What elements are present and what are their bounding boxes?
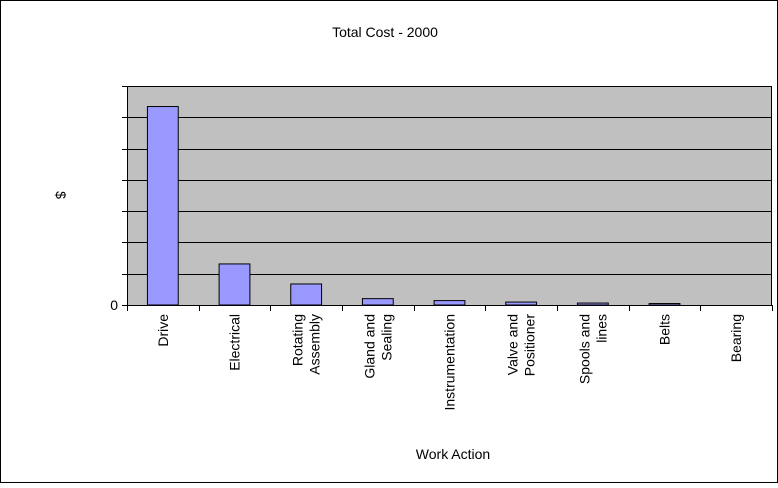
x-tick-label-line: Instrumentation — [442, 314, 458, 411]
x-tick-label-line: Positioner — [522, 314, 538, 377]
x-tick-label-line: Valve and — [505, 314, 521, 375]
x-tick-label: RotatingAssembly — [290, 314, 323, 375]
chart-title: Total Cost - 2000 — [332, 24, 438, 40]
x-tick-label-line: lines — [593, 314, 609, 343]
x-tick-label-line: Gland and — [361, 314, 377, 379]
x-tick-label: Spools andlines — [576, 314, 609, 384]
x-tick-label-line: Sealing — [378, 314, 394, 361]
y-tick-label: 0 — [110, 297, 118, 313]
bar — [290, 283, 323, 306]
x-tick-label: Drive — [155, 314, 171, 347]
bar — [576, 302, 609, 306]
x-tick-label-line: Assembly — [307, 314, 323, 375]
bar — [361, 298, 394, 306]
x-tick-label-line: Spools and — [576, 314, 592, 384]
x-tick-label-line: Electrical — [227, 314, 243, 371]
x-tick-label-line: Bearing — [728, 314, 744, 362]
x-tick-label: Belts — [657, 314, 673, 345]
plot-frame — [127, 86, 772, 306]
y-axis-title: $ — [53, 191, 69, 199]
x-tick-label: Gland andSealing — [361, 314, 394, 379]
x-axis-title: Work Action — [416, 446, 490, 462]
x-tick-label: Instrumentation — [442, 314, 458, 411]
bar — [505, 301, 538, 306]
x-tick-label: Electrical — [227, 314, 243, 371]
bar — [218, 263, 251, 306]
bar — [648, 303, 681, 306]
plot-area: 0 Drive Electrical RotatingAssembly Gland an… — [110, 86, 773, 411]
x-tick-label: Bearing — [728, 314, 744, 362]
x-tick-label: Valve andPositioner — [505, 314, 538, 377]
x-tick-label-line: Belts — [657, 314, 673, 345]
bar — [433, 300, 466, 306]
bar — [146, 106, 179, 306]
x-tick-label-line: Drive — [155, 314, 171, 347]
x-tick-label-line: Rotating — [290, 314, 306, 366]
